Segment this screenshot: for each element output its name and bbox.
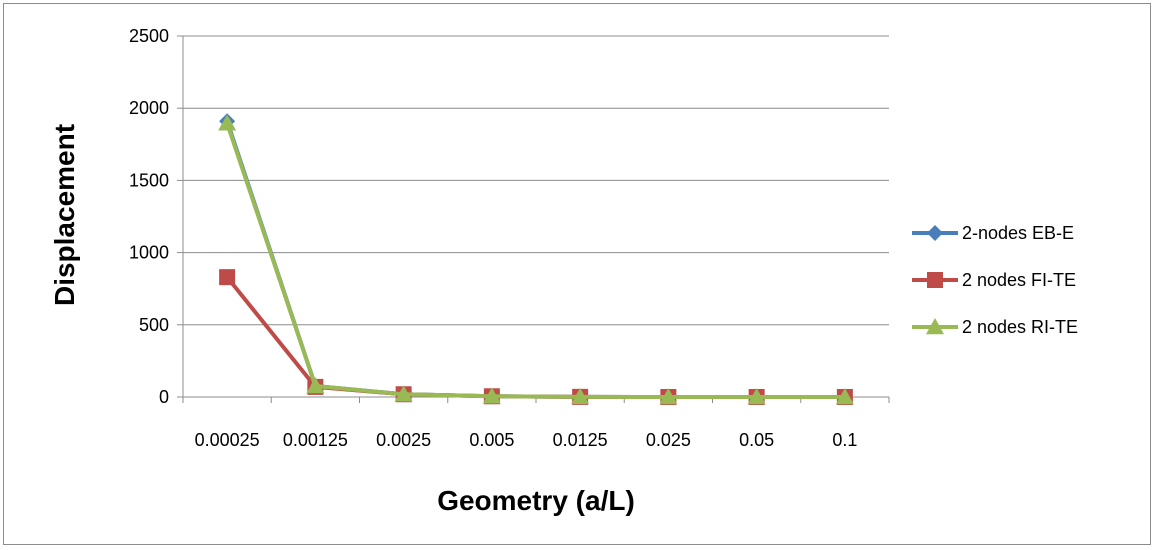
point-marker	[571, 387, 590, 405]
point-marker	[927, 272, 943, 288]
point-marker	[219, 269, 236, 286]
x-tick-label: 0.005	[469, 430, 514, 450]
legend-item: 2 nodes RI-TE	[912, 317, 1078, 337]
axes: 0 500 1000 1500 2000 2500 0.00025 0.00125 0.0025…	[129, 26, 890, 450]
legend-item: 2-nodes EB-E	[912, 223, 1074, 243]
x-tick-label: 0.05	[739, 430, 774, 450]
y-tick-label: 1000	[129, 243, 169, 263]
x-tick-label: 0.0025	[376, 430, 431, 450]
point-marker	[926, 318, 944, 335]
point-marker	[747, 388, 766, 405]
point-marker	[218, 114, 237, 131]
series-line	[225, 122, 845, 399]
legend-label: 2-nodes EB-E	[962, 223, 1074, 243]
point-marker	[835, 388, 854, 405]
x-tick-label: 0.0125	[553, 430, 608, 450]
x-tick-label: 0.1	[832, 430, 857, 450]
legend-label: 2 nodes RI-TE	[962, 317, 1078, 337]
y-tick-label: 500	[139, 315, 169, 335]
x-tick-label: 0.00125	[283, 430, 348, 450]
series-layer	[218, 113, 854, 405]
x-axis-title: Geometry (a/L)	[437, 485, 635, 516]
point-marker	[306, 377, 325, 394]
legend: 2-nodes EB-E 2 nodes FI-TE 2 nodes RI-TE	[912, 223, 1078, 337]
y-tick-label: 1500	[129, 170, 169, 190]
series-3	[218, 114, 854, 405]
gridlines	[183, 35, 889, 326]
y-tick-label: 2000	[129, 98, 169, 118]
series-line	[225, 120, 845, 399]
point-marker	[927, 225, 943, 241]
y-axis-title: Displacement	[49, 124, 80, 306]
x-tick-label: 0.00025	[195, 430, 260, 450]
point-marker	[659, 388, 678, 405]
x-tick-label: 0.025	[646, 430, 691, 450]
point-marker	[482, 387, 501, 404]
legend-item: 2 nodes FI-TE	[912, 270, 1076, 290]
y-tick-label: 0	[159, 387, 169, 407]
series-1	[219, 113, 853, 405]
y-tick-label: 2500	[129, 26, 169, 46]
point-marker	[394, 385, 413, 402]
legend-label: 2 nodes FI-TE	[962, 270, 1076, 290]
chart-frame	[3, 3, 1151, 545]
